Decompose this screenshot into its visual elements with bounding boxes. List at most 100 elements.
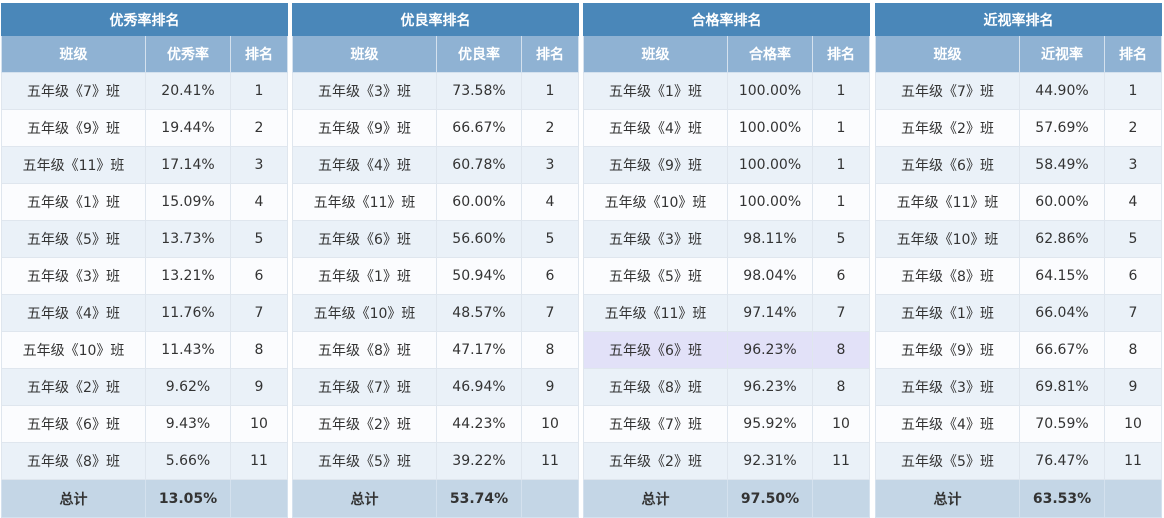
class-cell: 五年级《8》班 [583,368,728,406]
table-row: 五年级《11》班 60.00% 4 [875,183,1163,221]
rank-cell: 8 [1103,331,1163,369]
class-cell: 五年级《6》班 [292,220,437,258]
rank-cell: 2 [1103,109,1163,147]
rate-cell: 20.41% [145,72,231,110]
rate-cell: 60.00% [1019,183,1105,221]
table-row: 五年级《10》班 48.57% 7 [292,294,580,332]
table-row: 五年级《8》班 5.66% 11 [1,442,289,480]
class-cell: 五年级《9》班 [292,109,437,147]
column-header-class: 班级 [875,35,1020,73]
rank-cell: 1 [811,183,871,221]
table-row: 五年级《5》班 76.47% 11 [875,442,1163,480]
column-header-rate: 近视率 [1019,35,1105,73]
rank-cell: 4 [1103,183,1163,221]
total-rank-empty [811,479,871,518]
rank-cell: 7 [811,294,871,332]
class-cell: 五年级《6》班 [583,331,728,369]
total-label: 总计 [875,479,1020,518]
class-cell: 五年级《5》班 [875,442,1020,480]
table-row: 五年级《6》班 9.43% 10 [1,405,289,443]
table-row: 五年级《7》班 20.41% 1 [1,72,289,110]
rate-cell: 100.00% [727,72,813,110]
rank-cell: 8 [229,331,289,369]
rank-cell: 8 [520,331,580,369]
rate-cell: 13.73% [145,220,231,258]
class-cell: 五年级《9》班 [583,146,728,184]
rate-cell: 13.21% [145,257,231,295]
total-value: 13.05% [145,479,231,518]
rank-cell: 7 [520,294,580,332]
class-cell: 五年级《1》班 [292,257,437,295]
table-row: 五年级《1》班 66.04% 7 [875,294,1163,332]
class-cell: 五年级《3》班 [875,368,1020,406]
rate-cell: 100.00% [727,146,813,184]
class-cell: 五年级《10》班 [292,294,437,332]
rank-cell: 1 [811,146,871,184]
rate-cell: 66.67% [436,109,522,147]
class-cell: 五年级《2》班 [875,109,1020,147]
class-cell: 五年级《5》班 [292,442,437,480]
good-rate-panel: 优良率排名 班级 优良率 排名 五年级《3》班 73.58% 1 五年级《9》班 66.… [291,3,580,518]
class-cell: 五年级《11》班 [1,146,146,184]
class-cell: 五年级《7》班 [583,405,728,443]
table-row: 五年级《1》班 15.09% 4 [1,183,289,221]
column-header-rate: 优秀率 [145,35,231,73]
rank-cell: 8 [811,368,871,406]
column-header-rank: 排名 [1103,35,1163,73]
rate-cell: 64.15% [1019,257,1105,295]
rank-cell: 10 [520,405,580,443]
table-row: 五年级《8》班 64.15% 6 [875,257,1163,295]
class-cell: 五年级《7》班 [1,72,146,110]
myopia-rate-table: 近视率排名 班级 近视率 排名 五年级《7》班 44.90% 1 五年级《2》班 57.… [874,3,1163,518]
class-cell: 五年级《6》班 [875,146,1020,184]
rank-cell: 5 [520,220,580,258]
class-cell: 五年级《8》班 [1,442,146,480]
rate-cell: 98.11% [727,220,813,258]
table-row: 五年级《3》班 69.81% 9 [875,368,1163,406]
rate-cell: 98.04% [727,257,813,295]
rate-cell: 57.69% [1019,109,1105,147]
rank-cell: 2 [229,109,289,147]
rate-cell: 66.04% [1019,294,1105,332]
table-row: 五年级《3》班 98.11% 5 [583,220,871,258]
rate-cell: 15.09% [145,183,231,221]
rank-cell: 9 [1103,368,1163,406]
rank-cell: 1 [520,72,580,110]
class-cell: 五年级《6》班 [1,405,146,443]
rank-cell: 2 [520,109,580,147]
table-row: 五年级《4》班 70.59% 10 [875,405,1163,443]
rate-cell: 60.78% [436,146,522,184]
table-row: 五年级《6》班 56.60% 5 [292,220,580,258]
column-header-class: 班级 [1,35,146,73]
class-cell: 五年级《11》班 [292,183,437,221]
table-row: 五年级《9》班 100.00% 1 [583,146,871,184]
total-value: 97.50% [727,479,813,518]
rank-cell: 11 [811,442,871,480]
rank-cell: 9 [229,368,289,406]
rate-cell: 50.94% [436,257,522,295]
column-header-class: 班级 [583,35,728,73]
rank-cell: 6 [520,257,580,295]
total-label: 总计 [292,479,437,518]
table-row: 五年级《1》班 100.00% 1 [583,72,871,110]
rate-cell: 56.60% [436,220,522,258]
class-cell: 五年级《10》班 [875,220,1020,258]
rank-cell: 10 [229,405,289,443]
rate-cell: 44.90% [1019,72,1105,110]
class-cell: 五年级《11》班 [875,183,1020,221]
class-cell: 五年级《3》班 [292,72,437,110]
table-row: 五年级《6》班 58.49% 3 [875,146,1163,184]
rank-cell: 5 [229,220,289,258]
rank-cell: 1 [811,72,871,110]
class-cell: 五年级《3》班 [583,220,728,258]
rank-cell: 6 [229,257,289,295]
rate-cell: 60.00% [436,183,522,221]
class-cell: 五年级《9》班 [1,109,146,147]
column-header-rank: 排名 [811,35,871,73]
rate-cell: 76.47% [1019,442,1105,480]
rate-cell: 100.00% [727,183,813,221]
table-row: 五年级《4》班 11.76% 7 [1,294,289,332]
total-rank-empty [1103,479,1163,518]
table-title: 合格率排名 [582,3,871,36]
class-cell: 五年级《1》班 [583,72,728,110]
